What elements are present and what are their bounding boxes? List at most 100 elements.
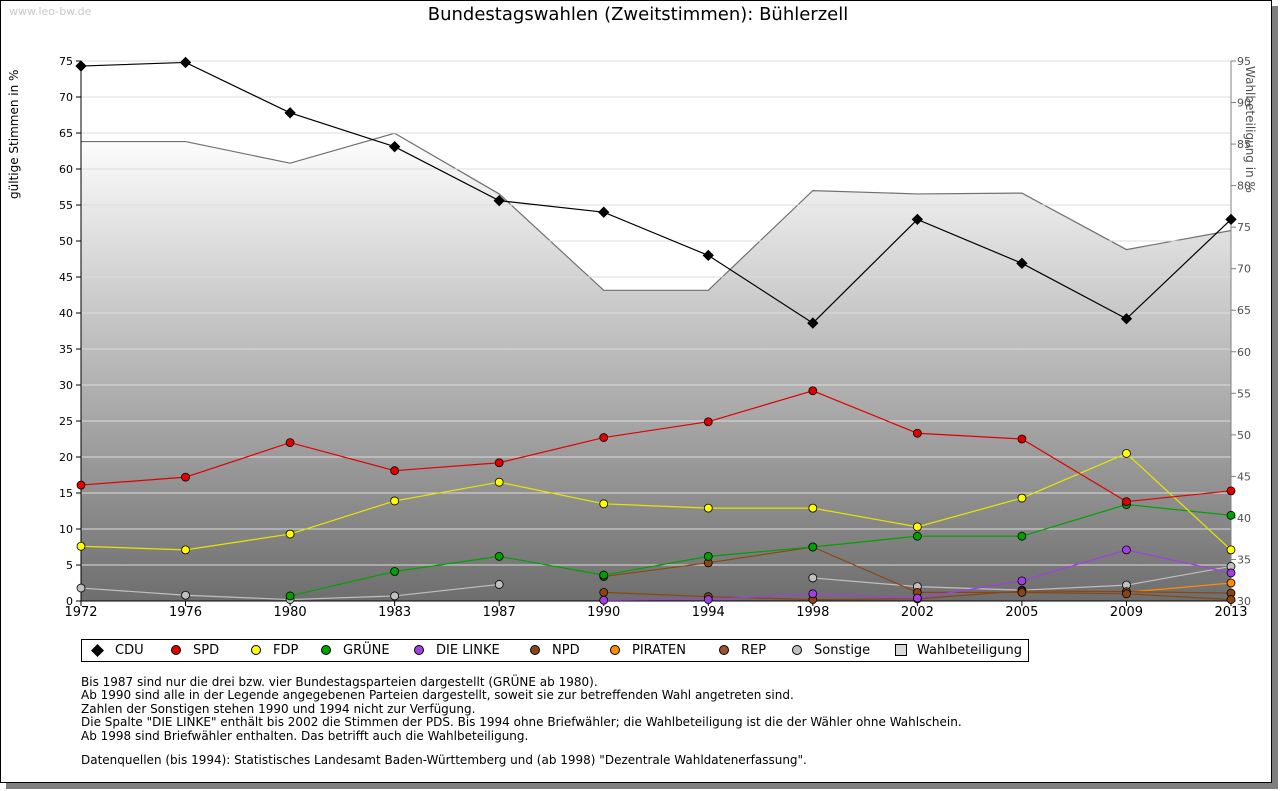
point-spd [181,472,190,482]
chart-title: Bundestagswahlen (Zweitstimmen): Bühlerz… [427,4,849,25]
x-tick-label: 1998 [796,605,829,620]
legend-marker [530,645,540,655]
legend-label: REP [741,643,767,658]
point-fdp [808,503,818,513]
point-sonstige [390,591,400,601]
point-sonstige [76,583,86,593]
point-fdp [1017,493,1027,503]
y2-tick-label: 70 [1237,263,1251,276]
x-tick-label: 1976 [169,605,202,620]
point-spd [494,458,504,468]
y-tick-label: 55 [59,199,73,212]
point-cdu [911,213,924,226]
x-tick-label: 1972 [64,605,97,620]
point-rep [1226,595,1236,604]
legend-marker [792,645,802,655]
turnout-line [81,132,1232,291]
note-line: Die Spalte "DIE LINKE" enthält bis 2002 … [81,715,962,730]
x-tick-label: 1983 [378,605,411,620]
point-fdp [76,541,86,551]
y2-tick-label: 50 [1237,429,1251,442]
point-spd [703,417,713,427]
series-line-fdp [80,452,1232,551]
y2-tick-label: 80 [1237,180,1251,193]
x-tick-label: 2009 [1110,605,1143,620]
point-die-linke [599,595,609,605]
y-tick-label: 60 [59,163,73,176]
series-line-gr-ne [289,503,1232,597]
point-die-linke [1226,568,1236,578]
legend-marker [321,645,331,655]
series-line-piraten [1126,582,1232,593]
point-fdp [1226,545,1236,555]
y-tick-label: 35 [59,343,73,356]
point-spd [1122,497,1131,507]
point-fdp [599,499,609,509]
y2-tick-label: 60 [1237,346,1251,359]
point-npd [599,587,609,597]
legend-label: DIE LINKE [436,643,500,658]
y2-tick-label: 30 [1237,595,1251,608]
point-sonstige [181,590,190,600]
y2-tick-label: 65 [1237,304,1251,317]
legend-label: CDU [115,643,144,658]
turnout-area-layer [81,132,1232,601]
legend-marker [414,645,424,655]
legend-label: FDP [273,643,299,658]
series-markers-layer [75,56,1237,605]
legend-marker [171,645,181,655]
point-cdu [75,60,87,72]
point-die-linke [703,595,713,604]
point-cdu [1120,313,1133,325]
point-spd [285,438,295,448]
point-gr-ne [1017,531,1027,541]
y-tick-label: 5 [66,559,73,572]
series-line-cdu [80,61,1232,324]
point-spd [390,466,400,476]
point-spd [599,433,609,442]
y2-tick-label: 40 [1237,512,1251,525]
x-tick-label: 1990 [587,605,620,620]
point-fdp [390,496,400,506]
series-lines-layer [80,61,1232,601]
data-source-note: Datenquellen (bis 1994): Statistisches L… [81,753,807,767]
point-cdu [1016,257,1028,269]
x-tick-label: 1980 [274,605,307,620]
legend-marker [719,645,729,655]
point-gr-ne [703,551,713,561]
point-spd [1017,434,1027,444]
point-fdp [181,545,190,555]
watermark: www.leo-bw.de [9,5,92,18]
grid-layer [81,60,1231,566]
legend-label: GRÜNE [343,643,390,658]
y-tick-label: 30 [59,379,73,392]
point-spd [1226,486,1236,496]
point-spd [76,480,86,490]
axes-layer: 0 5 10 15 20 25 30 35 40 45 50 55 60 65 70 75 30 35 40 45 50… [59,55,1251,620]
note-line: Ab 1998 sind Briefwähler enthalten. Das … [81,728,529,743]
y-tick-label: 45 [59,271,73,284]
point-die-linke [1017,576,1027,586]
point-fdp [494,477,504,487]
point-spd [808,386,818,396]
point-cdu [284,107,296,119]
note-line: Bis 1987 sind nur die drei bzw. vier Bun… [81,675,598,689]
point-cdu [493,195,505,207]
x-tick-label: 2013 [1214,605,1247,620]
point-cdu [702,249,714,262]
y-tick-label: 75 [59,55,73,68]
y-tick-label: 10 [59,523,73,536]
note-line: Ab 1990 sind alle in der Legende angegeb… [81,688,794,703]
y2-tick-label: 75 [1237,221,1251,234]
point-sonstige [808,573,818,583]
point-gr-ne [285,591,295,601]
y2-tick-label: 95 [1237,55,1251,68]
legend-label: NPD [552,643,580,658]
x-tick-label: 2005 [1005,605,1038,620]
legend-label: Sonstige [814,643,871,658]
point-gr-ne [599,570,609,580]
x-tick-label: 1987 [483,605,516,620]
y-tick-label: 50 [59,235,73,248]
plot-area: 0 5 10 15 20 25 30 35 40 45 50 55 60 65 70 75 30 35 40 45 50… [59,55,1251,620]
